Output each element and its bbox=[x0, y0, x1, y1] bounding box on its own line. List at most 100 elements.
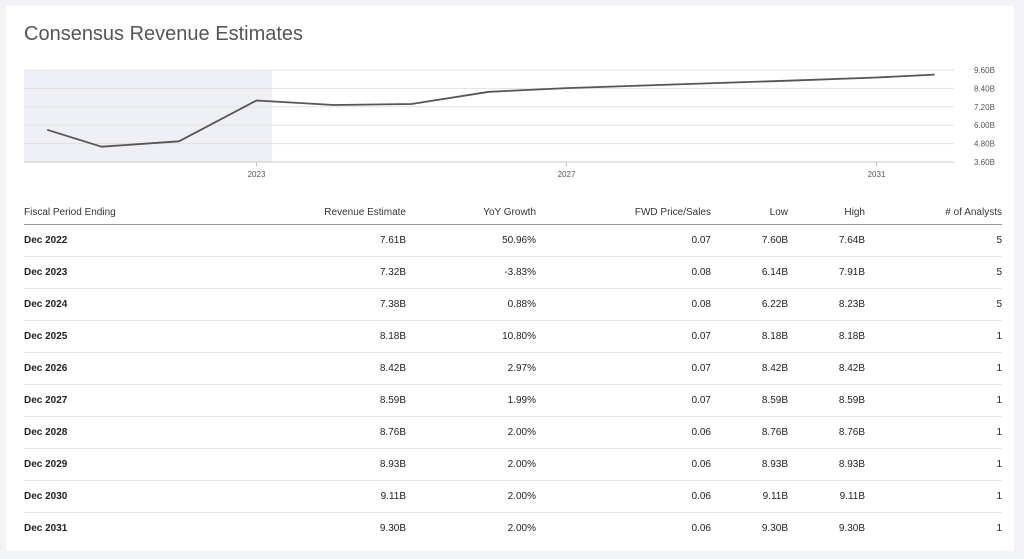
table-cell: 8.76B bbox=[174, 416, 406, 449]
table-cell: 7.32B bbox=[174, 256, 406, 289]
table-cell: 7.38B bbox=[174, 288, 406, 321]
table-cell: 8.59B bbox=[788, 384, 865, 417]
table-row: Dec 2030 9.11B 2.00% 0.06 9.11B 9.11B 1 bbox=[24, 480, 1002, 513]
table-row: Dec 2025 8.18B 10.80% 0.07 8.18B 8.18B 1 bbox=[24, 320, 1002, 353]
y-tick-label: 3.60B bbox=[974, 158, 995, 167]
table-cell: 8.76B bbox=[788, 416, 865, 449]
fiscal-period-cell: Dec 2028 bbox=[24, 416, 174, 449]
table-cell: 8.76B bbox=[711, 416, 788, 449]
table-cell: 1 bbox=[865, 384, 1002, 417]
y-tick-label: 7.20B bbox=[974, 103, 995, 112]
column-header: YoY Growth bbox=[406, 200, 536, 225]
y-tick-label: 9.60B bbox=[974, 66, 995, 75]
revenue-chart: 9.60B 8.40B 7.20B 6.00B 4.80B 3.60B 2023 2027 2… bbox=[24, 66, 995, 179]
y-tick-label: 8.40B bbox=[974, 84, 995, 93]
table-cell: 8.23B bbox=[788, 288, 865, 321]
y-tick-label: 6.00B bbox=[974, 121, 995, 130]
fiscal-period-cell: Dec 2030 bbox=[24, 480, 174, 513]
table-cell: 8.42B bbox=[711, 352, 788, 385]
column-header: FWD Price/Sales bbox=[536, 200, 711, 225]
table-cell: 7.64B bbox=[788, 224, 865, 257]
fiscal-period-cell: Dec 2031 bbox=[24, 523, 68, 534]
fiscal-period-cell: Dec 2022 bbox=[24, 224, 174, 257]
table-cell: 7.60B bbox=[711, 224, 788, 257]
table-cell: 7.91B bbox=[788, 256, 865, 289]
table-cell: 8.59B bbox=[174, 384, 406, 417]
table-cell: 7.61B bbox=[174, 224, 406, 257]
table-cell: 9.11B bbox=[174, 480, 406, 513]
table-cell: 0.06 bbox=[691, 523, 711, 534]
table-cell: 0.08 bbox=[536, 256, 711, 289]
table-cell: 2.00% bbox=[406, 480, 536, 513]
column-header: High bbox=[788, 200, 865, 225]
table-row: Dec 2026 8.42B 2.97% 0.07 8.42B 8.42B 1 bbox=[24, 352, 1002, 385]
y-tick-label: 4.80B bbox=[974, 140, 995, 149]
table-row: Dec 2028 8.76B 2.00% 0.06 8.76B 8.76B 1 bbox=[24, 416, 1002, 449]
x-tick-label: 2027 bbox=[558, 170, 576, 179]
table-cell: 0.08 bbox=[536, 288, 711, 321]
table-cell: 6.14B bbox=[711, 256, 788, 289]
x-tick-label: 2023 bbox=[248, 170, 266, 179]
fiscal-period-cell: Dec 2029 bbox=[24, 448, 174, 481]
table-cell: 0.06 bbox=[536, 448, 711, 481]
table-cell: 9.30B bbox=[761, 523, 788, 534]
fiscal-period-cell: Dec 2024 bbox=[24, 288, 174, 321]
table-cell: 0.07 bbox=[536, 320, 711, 353]
x-tick-label: 2031 bbox=[868, 170, 886, 179]
table-cell: 1 bbox=[865, 416, 1002, 449]
table-row: Dec 2024 7.38B 0.88% 0.08 6.22B 8.23B 5 bbox=[24, 288, 1002, 321]
table-cell: 1 bbox=[865, 448, 1002, 481]
table-row: Dec 2022 7.61B 50.96% 0.07 7.60B 7.64B 5 bbox=[24, 224, 1002, 257]
table-cell: 9.11B bbox=[711, 480, 788, 513]
fiscal-period-cell: Dec 2025 bbox=[24, 320, 174, 353]
table-cell: 1.99% bbox=[406, 384, 536, 417]
fiscal-period-cell: Dec 2027 bbox=[24, 384, 174, 417]
table-row: Dec 2029 8.93B 2.00% 0.06 8.93B 8.93B 1 bbox=[24, 448, 1002, 481]
table-cell: 0.07 bbox=[536, 224, 711, 257]
table-cell: 0.06 bbox=[536, 480, 711, 513]
table-cell: 8.18B bbox=[711, 320, 788, 353]
table-cell: 0.88% bbox=[406, 288, 536, 321]
revenue-line bbox=[46, 73, 935, 148]
table-cell: 1 bbox=[996, 523, 1002, 534]
table-cell: 6.22B bbox=[711, 288, 788, 321]
table-cell: 8.93B bbox=[174, 448, 406, 481]
table-cell: 0.06 bbox=[536, 416, 711, 449]
table-cell: 2.00% bbox=[507, 523, 536, 534]
table-cell: 2.00% bbox=[406, 448, 536, 481]
table-cell: 10.80% bbox=[406, 320, 536, 353]
column-header: # of Analysts bbox=[865, 200, 1002, 225]
table-row: Dec 2023 7.32B -3.83% 0.08 6.14B 7.91B 5 bbox=[24, 256, 1002, 289]
table-row: Dec 2031 9.30B 2.00% 0.06 9.30B 9.30B 1 bbox=[24, 513, 1002, 545]
estimates-table: Fiscal Period Ending Revenue Estimate YoY … bbox=[24, 200, 1002, 544]
table-cell: 8.93B bbox=[788, 448, 865, 481]
page-title: Consensus Revenue Estimates bbox=[24, 23, 304, 45]
table-cell: 9.30B bbox=[838, 523, 865, 534]
table-cell: 5 bbox=[865, 224, 1002, 257]
table-cell: 8.42B bbox=[788, 352, 865, 385]
column-header: Fiscal Period Ending bbox=[24, 200, 174, 225]
table-cell: 2.97% bbox=[406, 352, 536, 385]
table-cell: -3.83% bbox=[406, 256, 536, 289]
table-row: Dec 2027 8.59B 1.99% 0.07 8.59B 8.59B 1 bbox=[24, 384, 1002, 417]
revenue-estimates-card: Consensus Revenue Estimates 9.60B 8.40B 7.… bbox=[6, 6, 1014, 551]
table-cell: 0.07 bbox=[536, 352, 711, 385]
table-cell: 9.11B bbox=[788, 480, 865, 513]
table-cell: 5 bbox=[865, 256, 1002, 289]
table-cell: 8.93B bbox=[711, 448, 788, 481]
table-cell: 1 bbox=[865, 352, 1002, 385]
fiscal-period-cell: Dec 2023 bbox=[24, 256, 174, 289]
column-header: Low bbox=[711, 200, 788, 225]
fiscal-period-cell: Dec 2026 bbox=[24, 352, 174, 385]
table-cell: 50.96% bbox=[406, 224, 536, 257]
table-cell: 1 bbox=[865, 320, 1002, 353]
table-cell: 2.00% bbox=[406, 416, 536, 449]
table-cell: 8.59B bbox=[711, 384, 788, 417]
table-cell: 8.18B bbox=[788, 320, 865, 353]
table-cell: 8.42B bbox=[174, 352, 406, 385]
table-cell: 1 bbox=[865, 480, 1002, 513]
table-cell: 8.18B bbox=[174, 320, 406, 353]
historical-shade bbox=[24, 70, 272, 162]
table-cell: 9.30B bbox=[379, 523, 406, 534]
table-header-row: Fiscal Period Ending Revenue Estimate YoY … bbox=[24, 200, 1002, 225]
